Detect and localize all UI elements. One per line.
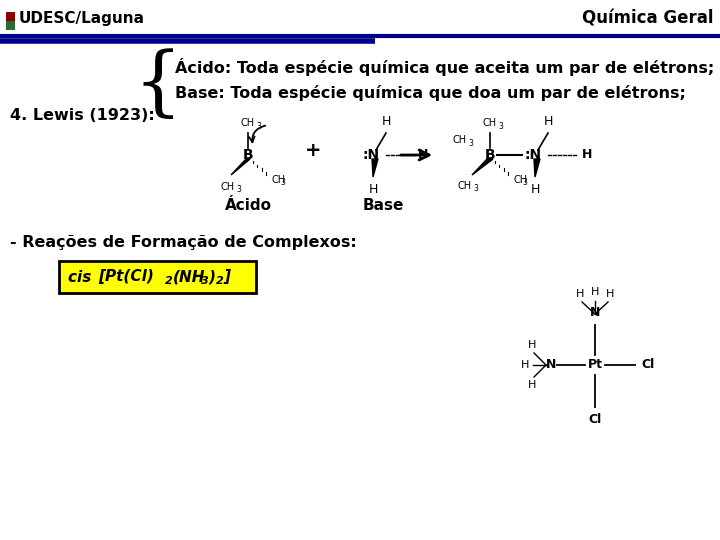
Text: H: H (591, 287, 599, 297)
Text: :N: :N (363, 148, 380, 162)
Text: ]: ] (223, 269, 230, 285)
Text: 4. Lewis (1923):: 4. Lewis (1923): (10, 107, 155, 123)
Text: Ácido: Ácido (225, 198, 271, 213)
Text: :N: :N (525, 148, 542, 162)
Text: - Reações de Formação de Complexos:: - Reações de Formação de Complexos: (10, 234, 356, 249)
FancyArrowPatch shape (249, 126, 265, 142)
Text: Cl: Cl (588, 413, 602, 426)
Text: 2: 2 (165, 276, 173, 286)
Text: Ácido: Toda espécie química que aceita um par de elétrons;: Ácido: Toda espécie química que aceita u… (175, 58, 714, 76)
Text: H: H (544, 115, 553, 128)
Text: H: H (369, 183, 378, 196)
Text: H: H (606, 289, 614, 299)
Polygon shape (534, 159, 540, 177)
Text: Química Geral: Química Geral (582, 10, 714, 28)
Text: cis: cis (68, 269, 96, 285)
Text: H: H (528, 380, 536, 390)
FancyBboxPatch shape (0, 0, 720, 35)
Text: 2: 2 (216, 276, 224, 286)
Text: N: N (590, 306, 600, 319)
Text: Base: Toda espécie química que doa um par de elétrons;: Base: Toda espécie química que doa um pa… (175, 85, 686, 101)
Text: 3: 3 (473, 184, 478, 193)
Text: 3: 3 (522, 178, 527, 187)
Polygon shape (372, 159, 378, 177)
Text: 3: 3 (256, 122, 261, 131)
Text: 3: 3 (498, 122, 503, 131)
Text: H: H (576, 289, 584, 299)
FancyBboxPatch shape (6, 12, 15, 21)
Text: H: H (521, 360, 529, 370)
Text: H: H (528, 340, 536, 350)
Text: 3: 3 (201, 276, 209, 286)
Text: (NH: (NH (173, 269, 205, 285)
Text: Base: Base (362, 198, 404, 213)
Text: 3: 3 (280, 178, 285, 187)
Text: CH: CH (272, 175, 286, 185)
Text: CH: CH (453, 135, 467, 145)
Polygon shape (231, 159, 250, 175)
Text: CH: CH (514, 175, 528, 185)
Text: B: B (243, 148, 253, 162)
Text: ): ) (208, 269, 215, 285)
Text: CH: CH (241, 118, 255, 128)
Text: CH: CH (483, 118, 497, 128)
Text: CH: CH (458, 181, 472, 191)
FancyBboxPatch shape (59, 261, 256, 293)
Text: B: B (485, 148, 495, 162)
Text: N: N (546, 359, 556, 372)
FancyBboxPatch shape (6, 21, 15, 30)
Text: UDESC/Laguna: UDESC/Laguna (19, 11, 145, 26)
Text: H: H (531, 183, 540, 196)
Text: H: H (418, 148, 428, 161)
Text: 3: 3 (236, 185, 241, 194)
Text: Cl: Cl (641, 359, 654, 372)
Text: H: H (382, 115, 391, 128)
Polygon shape (472, 159, 493, 175)
Text: +: + (305, 140, 321, 159)
Text: H: H (582, 148, 593, 161)
Text: Pt: Pt (588, 359, 603, 372)
Text: 3: 3 (468, 139, 473, 148)
Text: {: { (134, 48, 182, 122)
Text: CH: CH (221, 182, 235, 192)
Text: [Pt(Cl): [Pt(Cl) (98, 269, 154, 285)
